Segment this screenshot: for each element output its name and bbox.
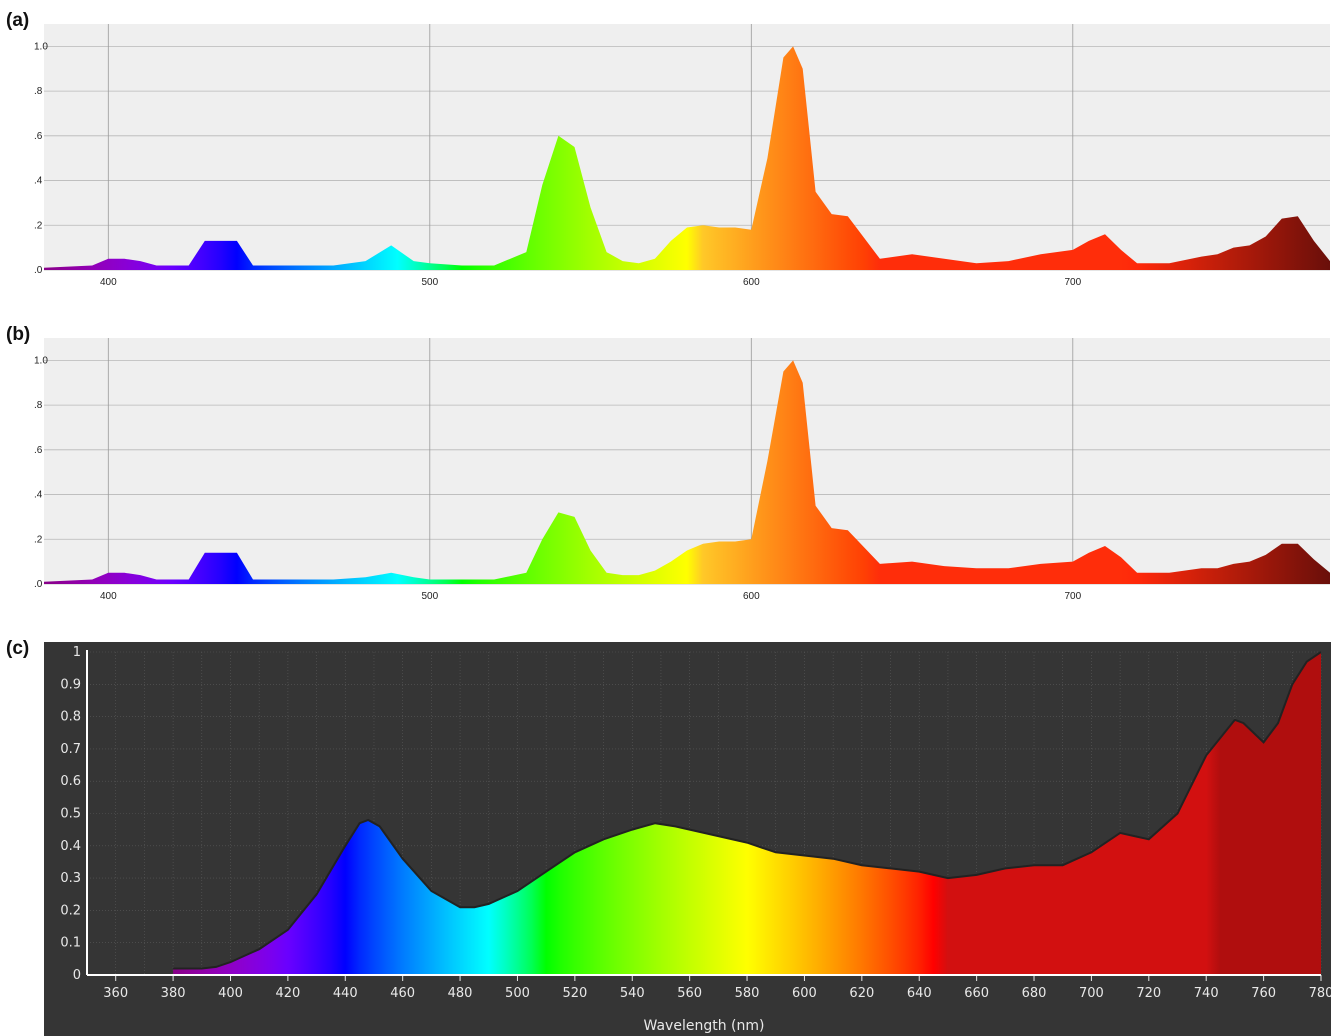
x-tick-label: 500: [421, 277, 438, 288]
x-tick-label: 360: [103, 986, 128, 1001]
y-tick-label: 0.8: [60, 710, 81, 725]
x-axis-label: Wavelength (nm): [644, 1018, 765, 1034]
panel-label-b: (b): [6, 324, 31, 345]
x-tick-label: 760: [1251, 986, 1276, 1001]
y-tick-label: 0.9: [60, 677, 81, 692]
x-tick-label: 460: [390, 986, 415, 1001]
y-tick-label: 1: [73, 645, 81, 660]
y-tick-label: 0.7: [60, 742, 81, 757]
x-tick-label: 700: [1064, 591, 1081, 602]
y-tick-label: 1.0: [34, 41, 48, 52]
spectrum-area: [173, 652, 1321, 975]
chart-a: .0 .2 .4 .6 .8 1.0 400 500 600 700: [34, 24, 1330, 288]
x-tick-label: 380: [161, 986, 186, 1001]
x-tick-label: 700: [1079, 986, 1104, 1001]
x-tick-label: 400: [100, 277, 117, 288]
x-tick-label: 500: [421, 591, 438, 602]
y-tick-label: .0: [34, 265, 43, 276]
x-tick-label: 580: [735, 986, 760, 1001]
y-tick-label: 1.0: [34, 355, 48, 366]
y-tick-label: .0: [34, 579, 43, 590]
y-tick-label: 0.5: [60, 807, 81, 822]
panel-label-c: (c): [6, 638, 30, 659]
x-tick-label: 740: [1194, 986, 1219, 1001]
x-tick-label: 480: [448, 986, 473, 1001]
x-tick-label: 400: [218, 986, 243, 1001]
y-tick-label: 0.4: [60, 839, 81, 854]
y-tick-label: 0.6: [60, 774, 81, 789]
y-tick-label: 0.3: [60, 871, 81, 886]
y-tick-label: .6: [34, 445, 43, 456]
y-tick-label: .8: [34, 86, 43, 97]
y-tick-label: .2: [34, 220, 43, 231]
panel-label-a: (a): [6, 10, 30, 31]
y-tick-label: 0.1: [60, 936, 81, 951]
y-tick-label: 0: [73, 968, 81, 983]
x-tick-label: 500: [505, 986, 530, 1001]
x-tick-label: 600: [792, 986, 817, 1001]
y-tick-label: .6: [34, 131, 43, 142]
x-tick-label: 420: [275, 986, 300, 1001]
x-tick-label: 540: [620, 986, 645, 1001]
y-tick-label: 0.2: [60, 903, 81, 918]
x-tick-label: 620: [849, 986, 874, 1001]
x-tick-label: 660: [964, 986, 989, 1001]
x-tick-label: 600: [743, 277, 760, 288]
y-tick-label: .4: [34, 490, 43, 501]
y-tick-label: .4: [34, 176, 43, 187]
x-tick-label: 400: [100, 591, 117, 602]
x-tick-label: 640: [907, 986, 932, 1001]
y-tick-label: .2: [34, 534, 43, 545]
y-tick-label: .8: [34, 400, 43, 411]
x-tick-label: 560: [677, 986, 702, 1001]
x-tick-label: 520: [562, 986, 587, 1001]
x-tick-label: 600: [743, 591, 760, 602]
x-tick-label: 780: [1309, 986, 1331, 1001]
x-tick-label: 680: [1022, 986, 1047, 1001]
x-tick-label: 700: [1064, 277, 1081, 288]
chart-b: .0 .2 .4 .6 .8 1.0 400 500 600 700: [34, 338, 1330, 602]
chart-c: 0 0.1 0.2 0.3 0.4 0.5 0.6 0.7 0.8 0.9 1 360 380 400 42…: [44, 642, 1331, 1036]
x-tick-label: 440: [333, 986, 358, 1001]
spectrum-outline: [173, 651, 1322, 970]
plot-background: [44, 338, 1330, 584]
x-tick-label: 720: [1136, 986, 1161, 1001]
